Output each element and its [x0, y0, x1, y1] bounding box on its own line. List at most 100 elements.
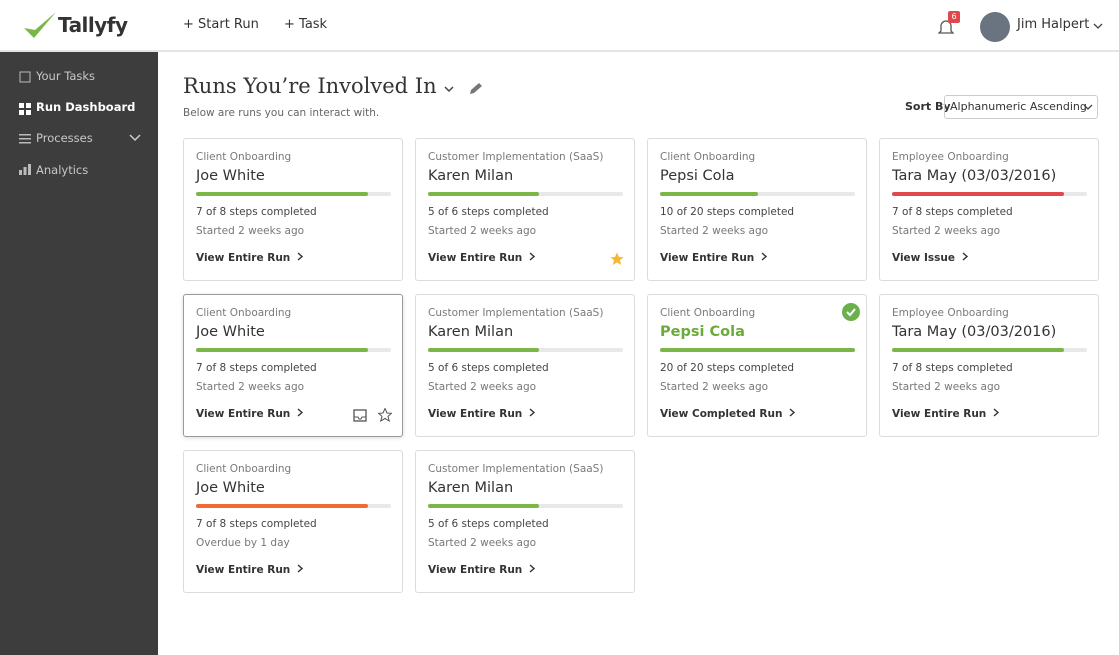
sidebar: Your Tasks Run Dashboard Processes Analy…: [0, 52, 158, 655]
logo-mark: [24, 12, 56, 38]
card-status: Started 2 weeks ago: [196, 381, 305, 393]
user-name[interactable]: Jim Halpert: [1017, 17, 1090, 32]
progress-bar: [428, 192, 540, 196]
card-link[interactable]: View Entire Run: [196, 408, 305, 420]
card-steps: 7 of 8 steps completed: [196, 206, 317, 218]
card-name: Tara May (03/03/2016): [892, 168, 1057, 184]
notification-badge: 6: [948, 11, 960, 23]
add-task[interactable]: + Task: [284, 17, 328, 32]
card-name: Pepsi Cola: [660, 324, 745, 340]
progress-bar: [196, 348, 368, 352]
card-link[interactable]: View Entire Run: [428, 564, 537, 576]
progress-track: [892, 192, 1087, 196]
nav-run-dashboard[interactable]: Run Dashboard: [36, 100, 136, 114]
card-steps: 5 of 6 steps completed: [428, 362, 549, 374]
progress-track: [660, 192, 855, 196]
progress-track: [660, 348, 855, 352]
progress-track: [428, 192, 623, 196]
link-chevron: [993, 408, 1000, 417]
link-chevron: [529, 252, 536, 261]
start-run-label: Start Run: [198, 17, 259, 32]
sort-select[interactable]: Alphanumeric Ascending: [944, 95, 1098, 119]
run-card[interactable]: Customer Implementation (SaaS) Karen Mila…: [415, 294, 635, 437]
inbox-icon[interactable]: [353, 407, 367, 426]
card-category: Employee Onboarding: [892, 307, 1009, 319]
card-steps: 5 of 6 steps completed: [428, 518, 549, 530]
card-name: Joe White: [196, 324, 265, 340]
card-steps: 7 of 8 steps completed: [892, 362, 1013, 374]
run-card[interactable]: Client Onboarding Pepsi Cola 20 of 20 step…: [647, 294, 867, 437]
progress-track: [892, 348, 1087, 352]
card-status: Started 2 weeks ago: [660, 381, 769, 393]
link-chevron: [962, 252, 969, 261]
star-outline-icon[interactable]: [377, 407, 393, 426]
run-card[interactable]: Employee Onboarding Tara May (03/03/2016)…: [879, 138, 1099, 281]
run-card[interactable]: Client Onboarding Joe White 7 of 8 steps c…: [183, 294, 403, 437]
progress-track: [196, 504, 391, 508]
progress-track: [428, 348, 623, 352]
header: Tallyfy + Start Run + Task 6 Jim Halpert: [0, 0, 1119, 52]
card-status: Started 2 weeks ago: [428, 381, 537, 393]
progress-bar: [428, 348, 540, 352]
card-name: Karen Milan: [428, 324, 514, 340]
card-category: Client Onboarding: [196, 307, 292, 319]
progress-bar: [660, 192, 758, 196]
card-link[interactable]: View Entire Run: [428, 252, 537, 264]
link-chevron: [790, 408, 796, 417]
page-subtitle: Below are runs you can interact with.: [183, 107, 380, 119]
card-link[interactable]: View Entire Run: [196, 252, 305, 264]
card-name: Karen Milan: [428, 168, 514, 184]
card-category: Customer Implementation (SaaS): [428, 307, 604, 319]
progress-bar: [196, 192, 368, 196]
card-steps: 7 of 8 steps completed: [892, 206, 1013, 218]
card-category: Client Onboarding: [196, 151, 292, 163]
progress-bar: [892, 348, 1064, 352]
card-link[interactable]: View Completed Run: [660, 408, 797, 420]
page-title: Runs You’re Involved In: [183, 74, 437, 98]
card-category: Customer Implementation (SaaS): [428, 151, 604, 163]
card-status: Started 2 weeks ago: [660, 225, 769, 237]
processes-chevron[interactable]: [129, 134, 141, 142]
card-steps: 7 of 8 steps completed: [196, 362, 317, 374]
title-icons[interactable]: [443, 82, 483, 96]
card-category: Client Onboarding: [196, 463, 292, 475]
run-card[interactable]: Employee Onboarding Tara May (03/03/2016)…: [879, 294, 1099, 437]
sort-value: Alphanumeric Ascending: [950, 100, 1087, 113]
card-status: Started 2 weeks ago: [892, 225, 1001, 237]
card-link[interactable]: View Entire Run: [428, 408, 537, 420]
nav-processes[interactable]: Processes: [36, 131, 93, 145]
nav-analytics[interactable]: Analytics: [36, 163, 89, 177]
run-card[interactable]: Customer Implementation (SaaS) Karen Mila…: [415, 138, 635, 281]
progress-track: [196, 348, 391, 352]
start-run[interactable]: + Start Run: [183, 17, 259, 32]
card-link[interactable]: View Entire Run: [660, 252, 769, 264]
avatar[interactable]: [980, 12, 1010, 42]
completed-icon[interactable]: [842, 303, 860, 325]
card-link[interactable]: View Entire Run: [892, 408, 1001, 420]
progress-bar: [196, 504, 368, 508]
link-chevron: [297, 564, 304, 573]
progress-bar: [892, 192, 1064, 196]
card-link[interactable]: View Entire Run: [196, 564, 305, 576]
card-status: Started 2 weeks ago: [892, 381, 1001, 393]
run-card[interactable]: Client Onboarding Pepsi Cola 10 of 20 step…: [647, 138, 867, 281]
run-card[interactable]: Customer Implementation (SaaS) Karen Mila…: [415, 450, 635, 593]
card-category: Customer Implementation (SaaS): [428, 463, 604, 475]
card-steps: 7 of 8 steps completed: [196, 518, 317, 530]
card-status: Started 2 weeks ago: [196, 225, 305, 237]
run-card[interactable]: Client Onboarding Joe White 7 of 8 steps c…: [183, 138, 403, 281]
link-chevron: [529, 564, 536, 573]
card-link[interactable]: View Issue: [892, 252, 970, 264]
run-card[interactable]: Client Onboarding Joe White 7 of 8 steps c…: [183, 450, 403, 593]
sidebar-icons: [19, 71, 31, 175]
card-name: Pepsi Cola: [660, 168, 735, 184]
logo: Tallyfy: [58, 13, 128, 37]
progress-bar: [660, 348, 855, 352]
card-name: Joe White: [196, 168, 265, 184]
card-status: Started 2 weeks ago: [428, 225, 537, 237]
card-category: Client Onboarding: [660, 307, 756, 319]
progress-track: [196, 192, 391, 196]
nav-your-tasks[interactable]: Your Tasks: [36, 69, 96, 83]
star-icon[interactable]: [610, 251, 624, 270]
